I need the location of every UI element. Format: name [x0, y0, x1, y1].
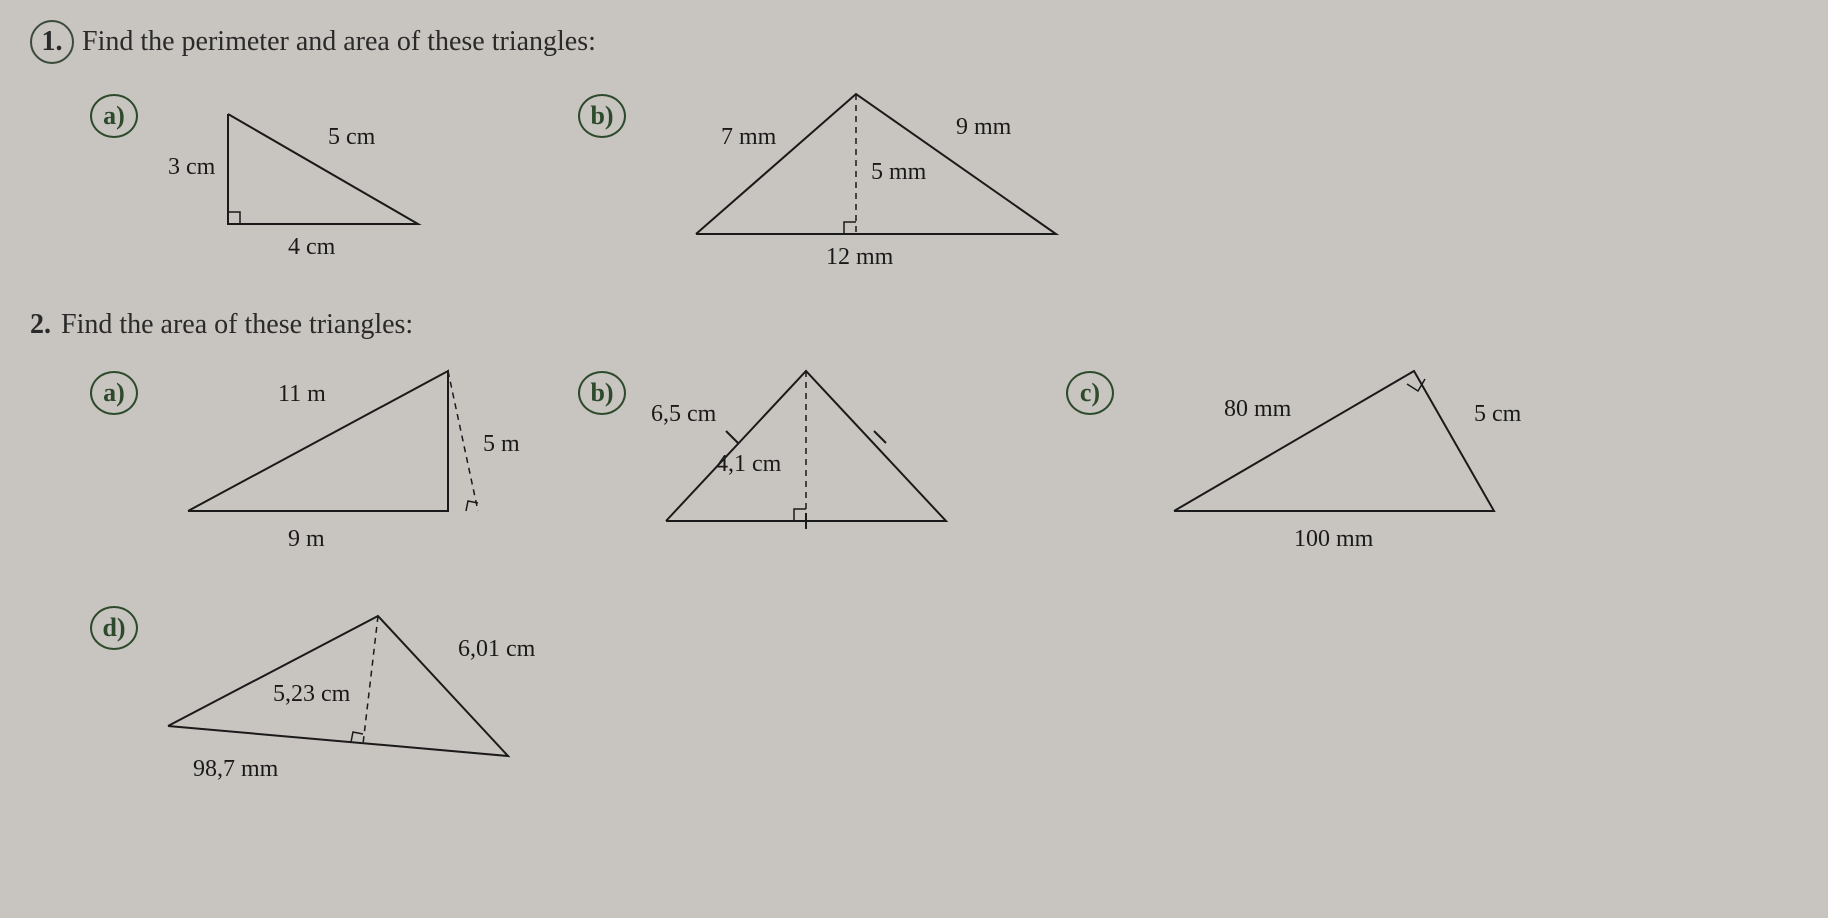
- q2a-block: a) 11 m 5 m 9 m: [90, 351, 538, 566]
- label-2c-right: 5 cm: [1474, 401, 1522, 427]
- label-1a-base: 4 cm: [288, 234, 336, 260]
- question-number-1: 1.: [30, 20, 74, 64]
- q2d-block: d) 6,01 cm 5,23 cm 98,7 mm: [90, 586, 598, 801]
- label-2a-base: 9 m: [288, 526, 325, 552]
- question-text-2: Find the area of these triangles:: [61, 309, 413, 341]
- label-2c-left: 80 mm: [1224, 396, 1292, 422]
- triangle-2a: 11 m 5 m 9 m: [138, 351, 538, 561]
- label-2d-height: 5,23 cm: [273, 681, 351, 707]
- triangle-2d: 6,01 cm 5,23 cm 98,7 mm: [138, 586, 598, 796]
- part-label-1b: b): [578, 94, 626, 138]
- q1-figures-row: a) 3 cm 5 cm 4 cm b) 7 mm 9 mm 5 mm 12 m…: [30, 74, 1798, 279]
- label-1b-right: 9 mm: [956, 114, 1012, 140]
- label-2b-height: 4,1 cm: [716, 451, 782, 477]
- triangle-1b: 7 mm 9 mm 5 mm 12 mm: [626, 74, 1106, 274]
- label-1a-hyp: 5 cm: [328, 124, 376, 150]
- label-2b-left: 6,5 cm: [651, 401, 717, 427]
- part-label-2a: a): [90, 371, 138, 415]
- part-label-2c: c): [1066, 371, 1114, 415]
- q2c-block: c) 80 mm 5 cm 100 mm: [1066, 351, 1554, 566]
- question-number-2: 2.: [30, 309, 51, 341]
- q2-figures-row-1: a) 11 m 5 m 9 m b) 6,5 cm 4,1: [30, 351, 1798, 566]
- label-1a-left: 3 cm: [168, 154, 216, 180]
- q2b-block: b) 6,5 cm 4,1 cm: [578, 351, 986, 566]
- label-1b-height: 5 mm: [871, 159, 927, 185]
- label-1b-left: 7 mm: [721, 124, 777, 150]
- label-1b-base: 12 mm: [826, 244, 894, 270]
- label-2d-base: 98,7 mm: [193, 756, 279, 782]
- label-2d-right: 6,01 cm: [458, 636, 536, 662]
- triangle-2c: 80 mm 5 cm 100 mm: [1114, 351, 1554, 561]
- triangle-1a: 3 cm 5 cm 4 cm: [138, 74, 458, 264]
- q1a-block: a) 3 cm 5 cm 4 cm: [90, 74, 458, 269]
- question-2-prompt: 2. Find the area of these triangles:: [30, 309, 1798, 341]
- question-text-1: Find the perimeter and area of these tri…: [82, 26, 596, 58]
- label-2c-base: 100 mm: [1294, 526, 1374, 552]
- part-label-2b: b): [578, 371, 626, 415]
- q1b-block: b) 7 mm 9 mm 5 mm 12 mm: [578, 74, 1106, 279]
- part-label-1a: a): [90, 94, 138, 138]
- label-2a-right: 5 m: [483, 431, 520, 457]
- triangle-2b: 6,5 cm 4,1 cm: [626, 351, 986, 561]
- label-2a-hyp: 11 m: [278, 381, 326, 407]
- q2-figures-row-2: d) 6,01 cm 5,23 cm 98,7 mm: [30, 586, 1798, 801]
- question-1-prompt: 1. Find the perimeter and area of these …: [30, 20, 1798, 64]
- part-label-2d: d): [90, 606, 138, 650]
